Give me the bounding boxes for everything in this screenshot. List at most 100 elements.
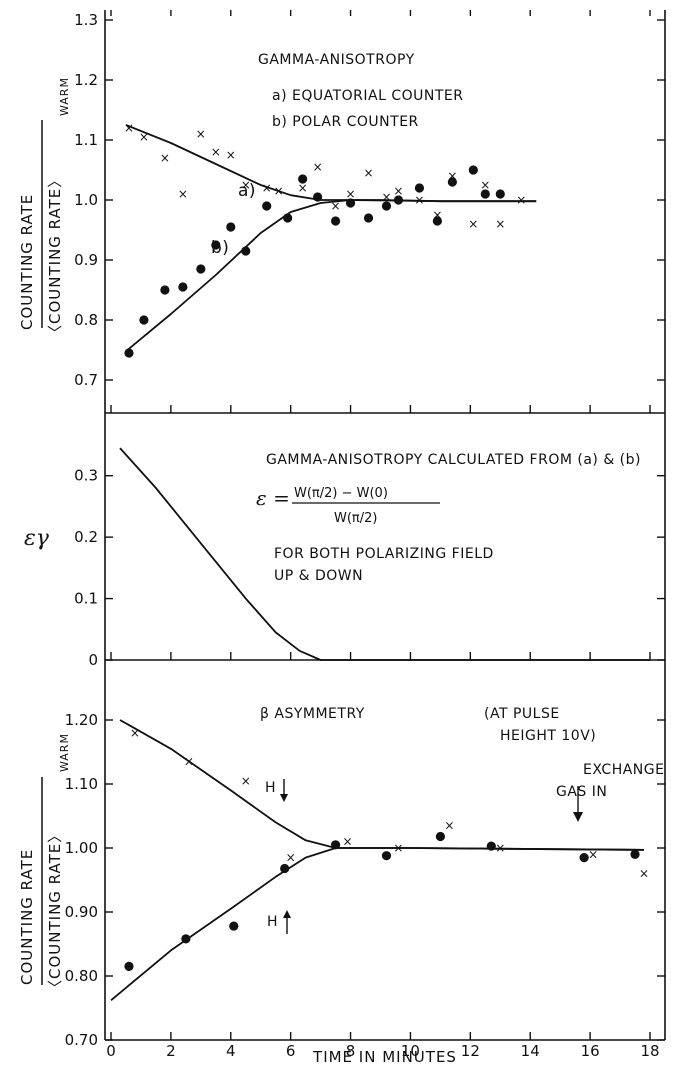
data-point-x: × <box>241 178 251 192</box>
data-point-dot <box>393 195 404 205</box>
data-point-x: × <box>124 121 134 135</box>
x-tick-label: 8 <box>346 1042 356 1060</box>
data-point-x: × <box>639 867 649 881</box>
data-point-dot <box>178 282 188 292</box>
h-down-arrow-head <box>280 794 288 802</box>
data-point-x: × <box>480 178 490 192</box>
y-tick-label: 1.2 <box>74 71 98 89</box>
x-tick-label: 16 <box>581 1042 600 1060</box>
data-point-dot <box>435 831 445 842</box>
y-tick-label: 1.00 <box>65 839 98 857</box>
top-legend-b: b) POLAR COUNTER <box>272 114 419 130</box>
exchange-arrow-head <box>573 812 583 822</box>
data-point-dot <box>381 201 392 211</box>
data-point-dot <box>363 213 374 223</box>
bot-annotations: β ASYMMETRY (AT PULSE HEIGHT 10V) EXCHAN… <box>260 706 664 934</box>
formula-lhs: ε = <box>256 486 290 510</box>
data-point-dot <box>229 921 239 931</box>
data-point-x: × <box>226 148 236 162</box>
x-tick-label: 12 <box>461 1042 480 1060</box>
data-point-dot <box>280 863 290 874</box>
data-point-x: × <box>286 851 296 865</box>
h-down-label: H <box>265 780 276 796</box>
data-point-x: × <box>178 187 188 201</box>
x-tick-label: 2 <box>166 1042 176 1060</box>
data-point-x: × <box>184 755 194 769</box>
y-tick-label: 1.1 <box>74 131 98 149</box>
y-tick-label: 0.8 <box>74 311 98 329</box>
data-point-x: × <box>444 819 454 833</box>
fit-curve-2 <box>110 847 645 1001</box>
fit-curve-2 <box>125 199 537 352</box>
data-point-dot <box>298 174 308 184</box>
y-tick-label: 1.10 <box>65 775 98 793</box>
bot-note-1: (AT PULSE <box>484 706 560 722</box>
data-point-dot <box>330 216 341 226</box>
data-point-dot <box>160 285 170 295</box>
h-up-label: H <box>267 914 278 930</box>
data-point-dot <box>480 189 490 199</box>
top-ylabel-denominator: 〈COUNTING RATE〉 <box>46 172 64 340</box>
data-point-dot <box>468 165 478 175</box>
data-point-dot <box>579 853 589 863</box>
x-tick-label: 4 <box>226 1042 236 1060</box>
top-ylabel: COUNTING RATE 〈COUNTING RATE〉 WARM <box>18 77 71 340</box>
data-point-x: × <box>130 726 140 740</box>
data-point-x: × <box>393 184 403 198</box>
curve-label-b: b) <box>211 238 229 258</box>
data-point-dot <box>124 961 134 972</box>
h-up-arrow-head <box>283 910 291 918</box>
data-point-x: × <box>495 217 505 231</box>
bot-ylabel: COUNTING RATE 〈COUNTING RATE〉 WARM <box>18 733 71 995</box>
data-point-x: × <box>196 127 206 141</box>
y-tick-label: 0 <box>88 651 98 669</box>
mid-title: GAMMA-ANISOTROPY CALCULATED FROM (a) & (… <box>266 452 641 468</box>
mid-note-1: FOR BOTH POLARIZING FIELD <box>274 546 494 562</box>
mid-annotations: GAMMA-ANISOTROPY CALCULATED FROM (a) & (… <box>256 452 641 584</box>
data-point-x: × <box>346 187 356 201</box>
data-point-dot <box>447 177 457 187</box>
data-point-x: × <box>313 160 323 174</box>
y-tick-label: 0.90 <box>65 903 98 921</box>
bot-ylabel-numerator: COUNTING RATE <box>18 849 36 985</box>
panel-gamma-anisotropy: 0.70.80.91.01.11.21.3×××××× ×× × × ×××××× ×××… <box>74 10 665 413</box>
data-point-x: × <box>495 841 505 855</box>
x-tick-label: 10 <box>401 1042 420 1060</box>
y-tick-label: 1.3 <box>74 11 98 29</box>
exchange-label-2: GAS IN <box>556 784 607 800</box>
data-point-dot <box>381 851 392 861</box>
y-tick-label: 0.1 <box>74 590 98 608</box>
panel-epsilon-gamma: 0 0.1 0.2 0.3 <box>74 447 665 669</box>
data-point-x: × <box>363 166 373 180</box>
top-ylabel-numerator: COUNTING RATE <box>18 194 36 330</box>
panel-beta-asymmetry: 0.70 0.80 0.90 1.00 1.10 1.20 × × × × × × × × × × 0 2 4 6 8 1… <box>65 711 665 1060</box>
formula-numerator: W(π/2) − W(0) <box>294 486 388 501</box>
data-point-x: × <box>447 169 457 183</box>
top-ylabel-sub: WARM <box>58 77 71 116</box>
data-point-dot <box>283 213 293 223</box>
data-point-dot <box>262 201 272 211</box>
bot-title: β ASYMMETRY <box>260 706 365 722</box>
data-point-x: × <box>160 151 170 165</box>
x-axis-label: TIME IN MINUTES <box>312 1048 457 1066</box>
data-point-x: × <box>393 841 403 855</box>
bot-note-2: HEIGHT 10V) <box>500 728 596 744</box>
data-point-dot <box>345 198 356 208</box>
y-tick-label: 0.9 <box>74 251 98 269</box>
y-tick-label: 0.80 <box>65 967 98 985</box>
data-point-x: × <box>381 190 391 204</box>
data-point-dot <box>414 183 425 193</box>
exchange-label-1: EXCHANGE <box>583 762 664 778</box>
data-point-dot <box>211 240 221 250</box>
data-point-dot <box>181 934 191 944</box>
x-tick-label: 6 <box>286 1042 296 1060</box>
x-tick-label: 14 <box>521 1042 540 1060</box>
data-point-x: × <box>241 774 251 788</box>
data-point-dot <box>486 841 496 851</box>
top-legend-a: a) EQUATORIAL COUNTER <box>272 88 464 104</box>
y-tick-label: 1.0 <box>74 191 98 209</box>
data-point-x: × <box>343 835 353 849</box>
data-point-dot <box>432 216 442 226</box>
curve-label-a: a) <box>238 181 256 201</box>
